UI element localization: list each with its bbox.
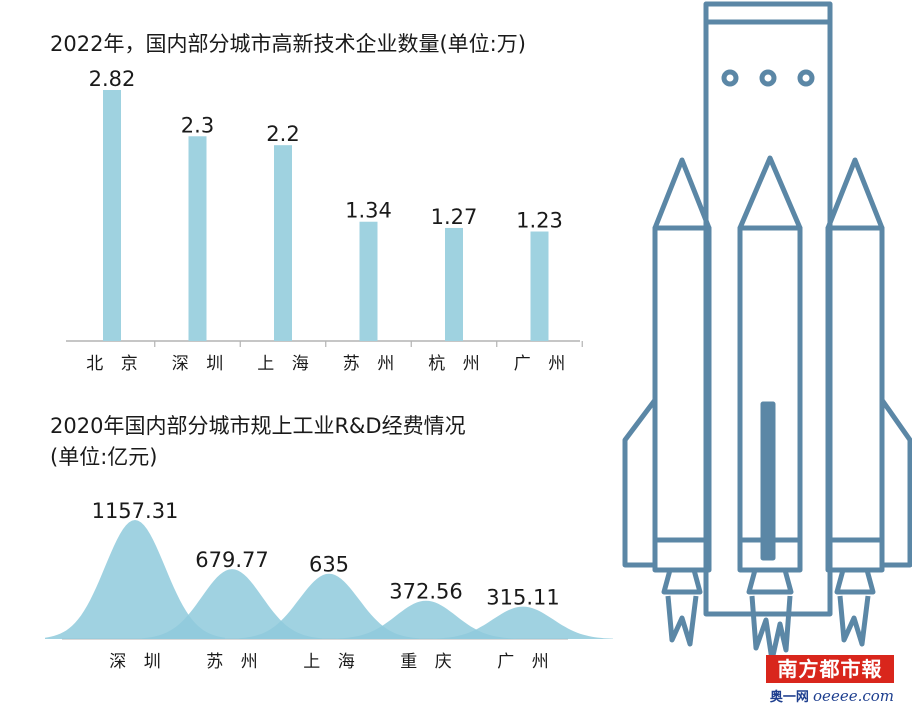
data-label: 679.77 bbox=[195, 548, 268, 572]
category-label: 重 庆 bbox=[400, 652, 457, 672]
bar bbox=[359, 221, 378, 341]
category-label: 上 海 bbox=[257, 354, 314, 374]
data-label: 1.27 bbox=[431, 205, 478, 229]
category-label: 苏 州 bbox=[343, 354, 400, 374]
data-label: 2.3 bbox=[181, 113, 214, 137]
bar bbox=[188, 136, 207, 341]
data-label: 2.2 bbox=[266, 122, 299, 146]
area-chart-title: 2020年国内部分城市规上工业R&D经费情况 bbox=[50, 414, 466, 438]
newspaper-watermark: 南方都市報 奥一网 oeeee.com bbox=[766, 655, 894, 707]
area-peak bbox=[336, 600, 516, 639]
category-label: 深 圳 bbox=[172, 354, 229, 374]
area-peak bbox=[142, 569, 322, 639]
watermark-site-prefix: 奥一网 bbox=[769, 690, 809, 705]
data-label: 2.82 bbox=[89, 67, 136, 91]
bar bbox=[274, 145, 292, 341]
category-label: 广 州 bbox=[497, 652, 554, 672]
area-chart-subtitle: (单位:亿元) bbox=[50, 445, 158, 469]
category-label: 深 圳 bbox=[109, 652, 166, 672]
bar bbox=[530, 231, 549, 341]
category-label: 北 京 bbox=[86, 354, 143, 374]
area-peak bbox=[239, 573, 419, 639]
data-label: 1.23 bbox=[516, 209, 563, 233]
bar bbox=[445, 227, 463, 341]
category-label: 杭 州 bbox=[428, 354, 485, 374]
bar-chart-title: 2022年，国内部分城市高新技术企业数量(单位:万) bbox=[50, 32, 526, 56]
data-label: 1.34 bbox=[345, 199, 392, 223]
watermark-site: 奥一网 oeeee.com bbox=[766, 685, 894, 707]
area-peak bbox=[433, 606, 613, 639]
category-label: 广 州 bbox=[514, 354, 571, 374]
category-label: 苏 州 bbox=[206, 652, 263, 672]
data-label: 315.11 bbox=[486, 586, 559, 610]
watermark-site-domain: oeeee.com bbox=[813, 687, 894, 705]
data-label: 372.56 bbox=[389, 580, 462, 604]
watermark-logo: 南方都市報 bbox=[766, 655, 894, 683]
data-label: 1157.31 bbox=[92, 499, 179, 523]
bar bbox=[103, 90, 121, 341]
data-label: 635 bbox=[309, 553, 349, 577]
area-peak bbox=[45, 520, 225, 639]
category-label: 上 海 bbox=[303, 652, 360, 672]
